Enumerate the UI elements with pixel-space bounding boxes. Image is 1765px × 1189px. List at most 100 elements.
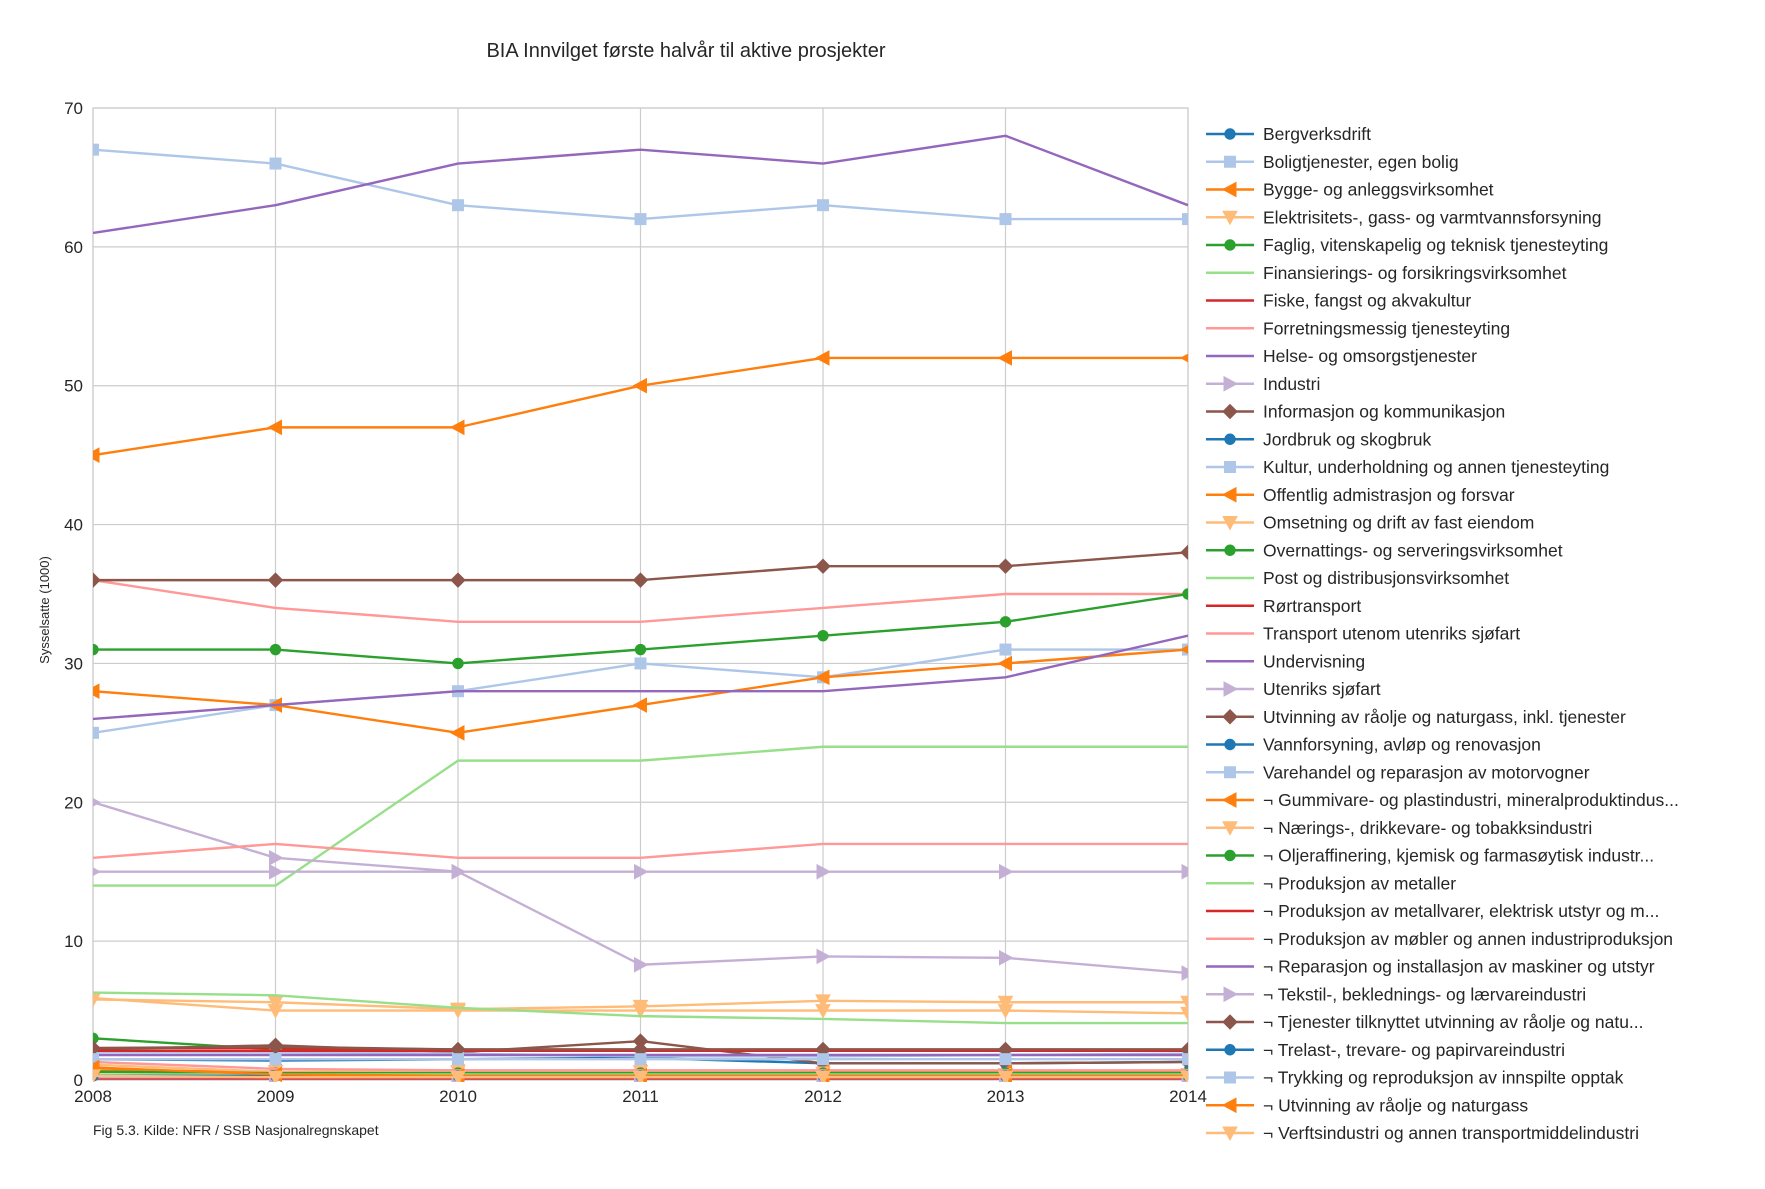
legend-label: Boligtjenester, egen bolig [1263,152,1459,172]
x-tick-label: 2011 [622,1087,659,1106]
legend-marker [1222,709,1238,725]
data-point [1179,353,1188,363]
data-point [93,797,102,807]
legend-marker [1224,766,1236,779]
data-point [93,1069,101,1082]
legend-label: Kultur, underholdning og annen tjenestey… [1263,457,1609,477]
data-point [93,867,102,877]
data-point [815,558,831,574]
chart-title: BIA Innvilget første halvår til aktive p… [486,40,885,62]
legend-entry: Undervisning [1206,651,1365,671]
legend-entry: ¬ Utvinning av råolje og naturgass [1206,1095,1528,1115]
legend-label: ¬ Trelast-, trevare- og papirvareindustr… [1263,1040,1565,1060]
data-point [632,1070,649,1082]
data-point [999,949,1014,966]
legend-marker [1224,1044,1236,1056]
legend-label: Bergverksdrift [1263,124,1371,144]
series-line [93,134,1188,235]
data-point [814,669,830,686]
legend: Bergverksdrift Boligtjenester, egen bolig… [1206,124,1679,1143]
legend-label: ¬ Utvinning av råolje og naturgass [1263,1095,1528,1115]
legend-label: Varehandel og reparasjon av motorvogner [1263,762,1590,782]
data-point [634,1053,647,1066]
legend-entry: Omsetning og drift av fast eiendom [1206,513,1534,533]
data-point [816,948,832,965]
legend-entry: ¬ Produksjon av møbler og annen industri… [1206,929,1673,949]
axes: 0 10 20 30 40 50 60 70 2008 2009 2010 2011 2012 2013 2… [64,99,1207,1106]
legend-entry: ¬ Trykking og reproduksjon av innspilte … [1206,1068,1624,1088]
legend-entry: Varehandel og reparasjon av motorvogner [1206,762,1590,782]
data-point [93,643,99,656]
series-lines [93,134,1188,1082]
legend-label: Transport utenom utenriks sjøfart [1263,624,1520,644]
data-point [1181,863,1188,880]
legend-marker [1221,1097,1237,1114]
legend-entry: Jordbruk og skogbruk [1206,429,1432,449]
legend-label: Overnattings- og serveringsvirksomhet [1263,540,1563,560]
data-point [634,956,649,973]
legend-label: Elektrisitets-, gass- og varmtvannsforsy… [1263,207,1601,227]
legend-label: Informasjon og kommunikasjon [1263,402,1505,422]
legend-label: ¬ Verftsindustri og annen transportmidde… [1263,1123,1639,1143]
series-21 [93,863,1188,880]
data-point [1181,965,1188,981]
legend-entry: Vannforsyning, avløp og renovasjon [1206,735,1541,755]
data-point [634,657,647,670]
data-point [817,1053,829,1066]
legend-marker [1222,210,1238,226]
legend-marker [1223,986,1239,1003]
legend-label: Post og distribusjonsvirksomhet [1263,568,1509,588]
data-point [452,657,464,670]
data-point [999,213,1012,226]
series-line [93,578,1188,623]
data-point [267,572,284,588]
legend-entry: Industri [1206,374,1320,394]
legend-marker [1224,849,1236,862]
legend-marker [1222,1014,1238,1030]
data-point [93,1040,101,1056]
data-point [817,199,829,212]
y-tick-label: 70 [64,99,83,118]
legend-marker [1222,821,1238,836]
data-point [269,863,284,880]
legend-label: ¬ Produksjon av metaller [1263,873,1456,893]
legend-label: ¬ Produksjon av møbler og annen industri… [1263,929,1673,949]
legend-label: ¬ Tjenester tilknyttet utvinning av råol… [1263,1012,1644,1032]
data-point [267,1070,284,1082]
legend-entry: Rørtransport [1206,596,1361,616]
legend-entry: Post og distribusjonsvirksomhet [1206,568,1509,588]
series-37 [93,1069,1188,1082]
data-point [269,849,284,866]
series-11 [93,544,1188,588]
legend-label: Bygge- og anleggsvirksomhet [1263,180,1494,200]
series-17 [93,991,1188,1025]
data-point [1182,213,1188,226]
legend-marker [1222,516,1238,531]
legend-entry: Fiske, fangst og akvakultur [1206,291,1471,311]
legend-entry: ¬ Tekstil-, beklednings- og lærvareindus… [1206,984,1586,1004]
data-point [1180,1006,1188,1022]
legend-marker [1224,1071,1236,1084]
y-tick-label: 0 [74,1071,83,1090]
legend-marker [1224,128,1236,140]
series-6 [93,745,1188,887]
data-point [1182,1053,1188,1066]
legend-label: Utvinning av råolje og naturgass, inkl. … [1263,707,1626,727]
data-point [449,419,465,436]
legend-marker [1221,486,1237,503]
x-tick-label: 2009 [257,1087,295,1106]
data-point [997,350,1012,366]
legend-entry: ¬ Verftsindustri og annen transportmidde… [1206,1123,1639,1143]
legend-label: Helse- og omsorgstjenester [1263,346,1477,366]
legend-entry: Boligtjenester, egen bolig [1206,152,1459,172]
legend-marker [1222,403,1238,420]
data-point [1180,995,1188,1011]
series-3 [93,350,1188,463]
data-point [632,572,649,588]
y-tick-label: 60 [64,238,83,257]
y-tick-label: 40 [64,516,83,535]
data-point [450,572,466,588]
legend-marker [1222,1126,1238,1142]
series-20 [93,634,1188,721]
